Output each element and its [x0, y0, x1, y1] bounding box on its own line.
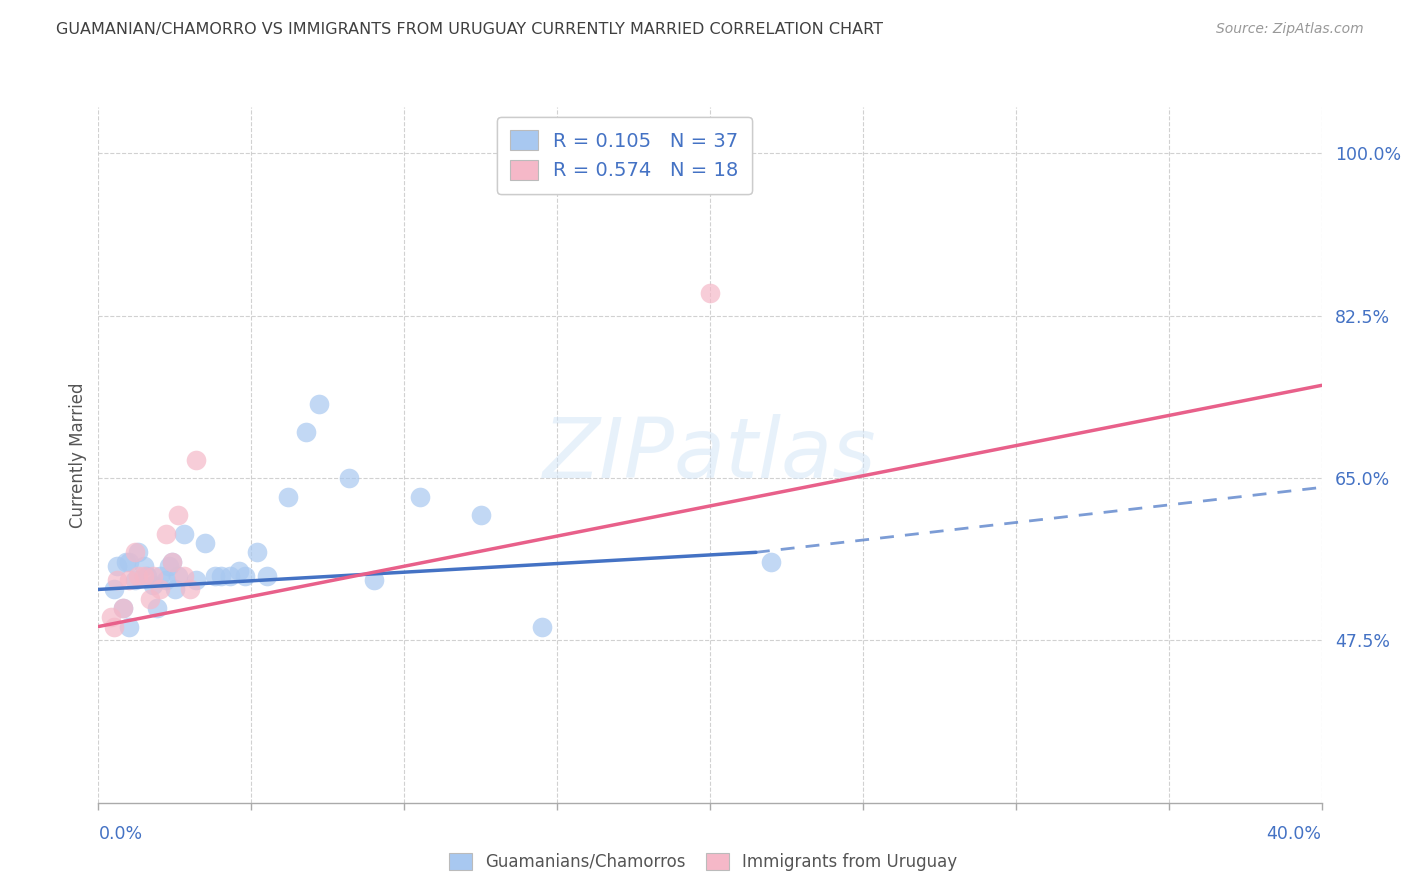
- Point: [136, 568, 159, 582]
- Text: 40.0%: 40.0%: [1267, 825, 1322, 843]
- Point: [105, 573, 128, 587]
- Point: [277, 490, 299, 504]
- Text: Source: ZipAtlas.com: Source: ZipAtlas.com: [1216, 22, 1364, 37]
- Point: [173, 568, 195, 582]
- Point: [194, 536, 217, 550]
- Point: [103, 582, 125, 597]
- Point: [160, 555, 183, 569]
- Point: [118, 573, 141, 587]
- Legend: R = 0.105   N = 37, R = 0.574   N = 18: R = 0.105 N = 37, R = 0.574 N = 18: [496, 117, 752, 194]
- Point: [228, 564, 250, 578]
- Text: ZIPatlas: ZIPatlas: [543, 415, 877, 495]
- Point: [219, 568, 242, 582]
- Point: [105, 559, 128, 574]
- Point: [111, 601, 134, 615]
- Point: [337, 471, 360, 485]
- Point: [127, 545, 149, 559]
- Text: 0.0%: 0.0%: [98, 825, 142, 843]
- Point: [142, 568, 165, 582]
- Point: [155, 526, 177, 541]
- Point: [118, 619, 141, 633]
- Point: [124, 573, 146, 587]
- Point: [179, 582, 201, 597]
- Point: [155, 573, 177, 587]
- Point: [209, 568, 232, 582]
- Point: [127, 568, 149, 582]
- Point: [167, 568, 190, 582]
- Point: [530, 619, 553, 633]
- Point: [111, 601, 134, 615]
- Point: [149, 582, 172, 597]
- Point: [145, 601, 167, 615]
- Point: [204, 568, 226, 582]
- Point: [295, 425, 318, 439]
- Point: [699, 285, 721, 300]
- Point: [115, 555, 138, 569]
- Point: [186, 452, 208, 467]
- Point: [363, 573, 385, 587]
- Point: [163, 582, 186, 597]
- Point: [308, 397, 330, 411]
- Point: [759, 555, 782, 569]
- Point: [157, 559, 180, 574]
- Point: [256, 568, 278, 582]
- Point: [233, 568, 256, 582]
- Point: [134, 568, 156, 582]
- Legend: Guamanians/Chamorros, Immigrants from Uruguay: Guamanians/Chamorros, Immigrants from Ur…: [440, 845, 966, 880]
- Point: [167, 508, 190, 523]
- Point: [186, 573, 208, 587]
- Point: [173, 526, 195, 541]
- Point: [470, 508, 492, 523]
- Y-axis label: Currently Married: Currently Married: [69, 382, 87, 528]
- Point: [408, 490, 430, 504]
- Point: [142, 578, 165, 592]
- Point: [100, 610, 122, 624]
- Point: [160, 555, 183, 569]
- Point: [118, 555, 141, 569]
- Point: [124, 545, 146, 559]
- Point: [103, 619, 125, 633]
- Text: GUAMANIAN/CHAMORRO VS IMMIGRANTS FROM URUGUAY CURRENTLY MARRIED CORRELATION CHAR: GUAMANIAN/CHAMORRO VS IMMIGRANTS FROM UR…: [56, 22, 883, 37]
- Point: [246, 545, 269, 559]
- Point: [149, 568, 172, 582]
- Point: [139, 591, 162, 606]
- Point: [134, 559, 156, 574]
